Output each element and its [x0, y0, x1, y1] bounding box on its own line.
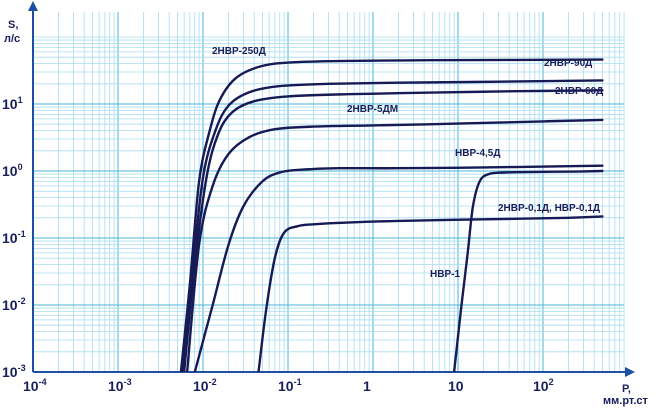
x-axis-title-line2: мм.рт.ст: [603, 395, 648, 407]
curves: [179, 58, 604, 372]
x-axis-title-line1: P,: [622, 383, 631, 395]
series-label-6: 2НВР-0,1Д, НВР-0,1Д: [498, 203, 600, 214]
series-line-5: [193, 164, 604, 372]
series-line-4: [185, 118, 604, 372]
series-label-1: 2НВР-250Д: [212, 46, 266, 57]
x-tick-label: 10-1: [278, 377, 302, 394]
y-tick-label: 100: [2, 162, 23, 179]
x-axis-title: P, мм.рт.ст: [603, 383, 648, 407]
x-tick-label: 1: [363, 378, 371, 394]
series-label-5: НВР-4,5Д: [455, 148, 500, 159]
x-tick-label: 10-4: [23, 377, 47, 394]
x-tick-label: 102: [533, 377, 554, 394]
series-line-1: [179, 58, 604, 372]
series-label-3: 2НВР-60Д: [555, 86, 603, 97]
axes: [28, 1, 635, 377]
y-tick-label: 101: [2, 95, 23, 112]
grid: [32, 12, 625, 373]
y-axis-title-line1: S,: [8, 19, 18, 31]
y-axis-title: S, л/с: [4, 19, 20, 45]
series-line-2: [181, 79, 604, 372]
y-tick-label: 10-3: [2, 363, 26, 380]
series-labels: 2НВР-250Д 2НВР-90Д 2НВР-60Д 2НВР-5ДМ НВР-4,5…: [212, 46, 603, 280]
x-tick-label: 10-3: [108, 377, 132, 394]
series-label-7: НВР-1: [430, 269, 460, 280]
series-label-4: 2НВР-5ДМ: [347, 104, 398, 115]
x-tick-label: 10-2: [193, 377, 217, 394]
y-axis-title-line2: л/с: [4, 33, 20, 45]
y-tick-labels: 10-3 10-2 10-1 100 101: [2, 95, 26, 380]
series-line-7: [452, 169, 604, 372]
series-label-2: 2НВР-90Д: [544, 58, 592, 69]
x-tick-labels: 10-4 10-3 10-2 10-1 1 10 102: [23, 377, 554, 394]
x-tick-label: 10: [448, 378, 464, 394]
series-line-6: [257, 215, 604, 372]
series-line-3: [182, 89, 604, 372]
y-tick-label: 10-2: [2, 296, 26, 313]
y-tick-label: 10-1: [2, 229, 26, 246]
